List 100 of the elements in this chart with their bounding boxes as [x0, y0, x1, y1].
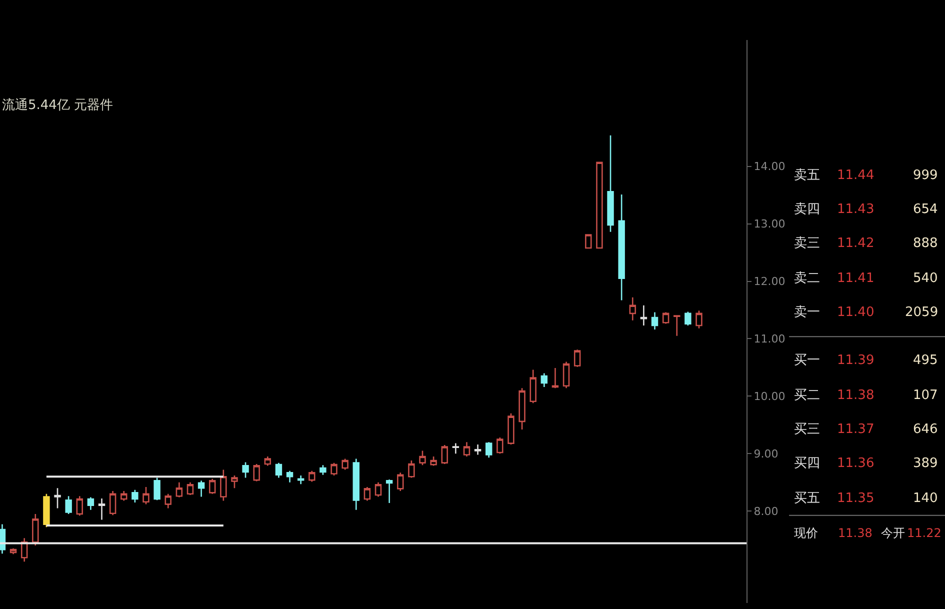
- candlestick: [463, 441, 470, 458]
- candlestick: [109, 490, 116, 516]
- candlestick: [651, 312, 658, 330]
- candlestick: [142, 486, 150, 505]
- candlestick: [629, 296, 636, 321]
- text: 买三: [794, 422, 820, 437]
- candlestick: [186, 482, 194, 496]
- candlestick: [264, 456, 272, 466]
- text: 11.44: [837, 168, 874, 183]
- candlestick: [408, 460, 415, 478]
- candlestick: [518, 387, 526, 430]
- text: 888: [913, 236, 938, 251]
- candlestick: [0, 524, 6, 554]
- candlestick: [419, 450, 426, 466]
- candlestick: [508, 412, 514, 446]
- text: 卖五: [794, 168, 820, 183]
- text: 11.42: [837, 236, 874, 251]
- text: 11.37: [837, 422, 874, 437]
- candlestick: [32, 513, 39, 546]
- candlestick: [220, 469, 227, 502]
- text: 11.36: [837, 456, 874, 471]
- text: 现价: [794, 526, 818, 540]
- text: 买四: [794, 456, 820, 471]
- candlestick: [54, 487, 61, 509]
- text: 2059: [905, 305, 938, 320]
- text: 11.35: [837, 491, 874, 506]
- candlestick: [43, 493, 50, 528]
- y-tick-label: 12.00: [754, 275, 786, 288]
- candlestick: [342, 458, 348, 470]
- text: 140: [913, 491, 938, 506]
- text: 646: [913, 422, 938, 437]
- text: 买二: [794, 388, 820, 403]
- candlestick: [76, 495, 83, 516]
- candlestick: [640, 304, 648, 326]
- candlestick: [374, 482, 382, 498]
- text: 11.38: [838, 526, 872, 540]
- y-tick-label: 13.00: [754, 218, 786, 231]
- candlestick: [87, 496, 94, 511]
- candlestick: [452, 442, 460, 454]
- y-tick-label: 9.00: [754, 447, 778, 460]
- candlestick: [198, 480, 205, 498]
- y-tick-label: 8.00: [754, 504, 778, 518]
- candlestick: [286, 470, 294, 484]
- candlestick: [574, 349, 581, 368]
- text: 540: [913, 271, 938, 286]
- candlestick: [297, 474, 304, 485]
- text: 买一: [794, 353, 820, 368]
- candlestick: [696, 310, 702, 330]
- text: 654: [913, 202, 938, 217]
- candlestick: [441, 444, 448, 465]
- candlestick: [530, 369, 536, 404]
- candlestick: [430, 456, 437, 466]
- candlestick: [242, 462, 249, 478]
- candlestick: [330, 462, 338, 476]
- candlestick: [65, 495, 72, 515]
- candlestick: [231, 474, 238, 489]
- candlestick: [397, 472, 404, 492]
- candlestick: [120, 490, 128, 502]
- candlestick: [98, 498, 106, 520]
- candlestick: [253, 463, 260, 482]
- text: 卖四: [794, 202, 820, 217]
- candlestick: [607, 134, 614, 233]
- annotation: 流通5.44亿 元器件: [2, 97, 114, 113]
- y-tick-label: 11.00: [754, 332, 786, 346]
- candlestick: [585, 234, 592, 249]
- candlestick: [320, 464, 326, 476]
- candlestick: [275, 462, 282, 478]
- candlestick: [552, 367, 559, 389]
- candlestick: [352, 458, 360, 511]
- candlestick: [674, 315, 680, 337]
- text: 495: [913, 353, 938, 368]
- text: 11.40: [837, 305, 874, 320]
- candlestick: [684, 311, 692, 326]
- candlestick: [540, 372, 548, 388]
- candlestick: [485, 441, 492, 458]
- text: 11.43: [837, 202, 874, 217]
- text: 今开: [881, 526, 905, 540]
- candlestick: [618, 194, 625, 301]
- text: 卖三: [794, 236, 820, 251]
- candlestick: [132, 489, 138, 504]
- text: 389: [913, 456, 938, 471]
- candlestick: [496, 436, 504, 454]
- candlestick: [386, 478, 393, 504]
- candlestick: [596, 162, 603, 249]
- y-tick-label: 14.00: [754, 160, 786, 174]
- candlestick: [208, 478, 216, 494]
- candlestick: [154, 477, 160, 501]
- text: 卖二: [794, 271, 820, 286]
- text: 卖一: [794, 305, 820, 320]
- text: 11.41: [837, 271, 874, 286]
- y-tick-label: 10.00: [754, 390, 786, 404]
- candlestick: [662, 312, 670, 324]
- text: 107: [913, 388, 938, 403]
- candlestick: [176, 482, 183, 498]
- text: 11.22: [907, 526, 942, 540]
- candlestick: [474, 444, 482, 456]
- text: 买五: [794, 491, 820, 506]
- text: 11.39: [837, 353, 874, 368]
- candlestick: [308, 470, 316, 482]
- text: 11.38: [837, 388, 874, 403]
